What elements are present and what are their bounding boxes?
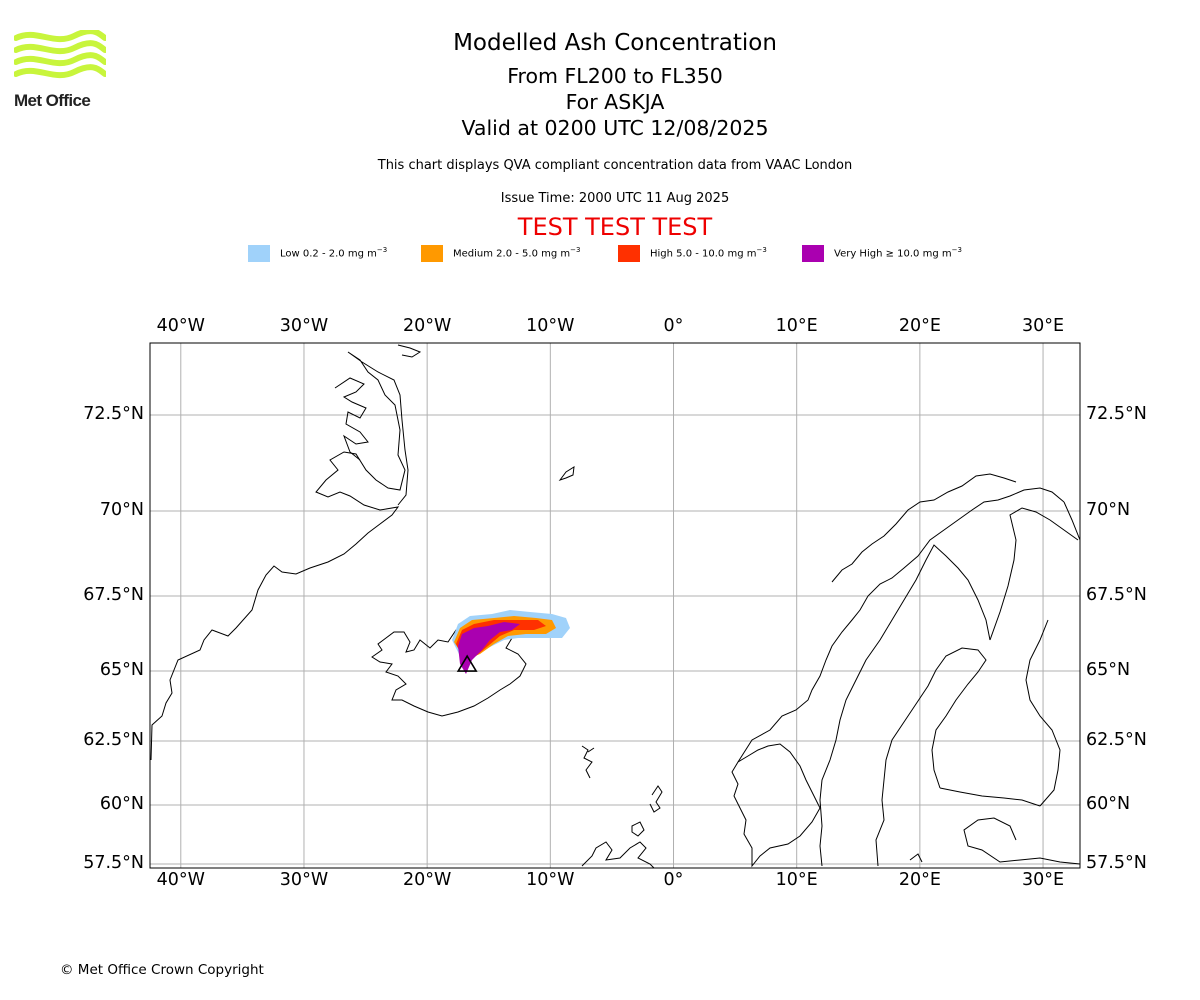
lon-tick-label-top: 30°W	[279, 316, 329, 336]
graticule	[150, 343, 1080, 868]
lon-tick-label-bottom: 20°E	[898, 870, 941, 890]
coast-norway-fjords	[831, 473, 1017, 583]
lon-tick-label-bottom: 40°W	[156, 870, 205, 890]
compliance-note: This chart displays QVA compliant concen…	[377, 158, 853, 173]
coastlines	[150, 344, 1081, 869]
lat-tick-label-right: 57.5°N	[1086, 853, 1147, 873]
coast-gulf-bothnia	[875, 647, 987, 867]
lon-tick-label-top: 30°E	[1021, 316, 1065, 336]
lat-tick-label-left: 67.5°N	[83, 585, 144, 605]
coast-orkney	[631, 821, 645, 837]
ash-map: 40°W 40°W 30°W 30°W 20°W 20°W 10°W 10°W 0° 0° 10°E…	[0, 300, 1200, 904]
coast-baltic	[963, 817, 1081, 865]
met-office-logo: Met Office	[14, 30, 106, 112]
legend-swatch-high	[618, 245, 640, 262]
ash-very-high	[458, 622, 520, 674]
lon-tick-label-bottom: 30°E	[1021, 870, 1065, 890]
met-office-waves-icon	[14, 30, 106, 79]
border-finland	[989, 507, 1079, 641]
lat-tick-label-right: 72.5°N	[1086, 404, 1147, 424]
legend-unit-exp: −3	[376, 246, 388, 254]
volcano-marker	[456, 654, 478, 672]
ash-plume	[452, 610, 570, 674]
legend-unit-exp: −3	[951, 246, 962, 254]
legend-label-high: High 5.0 - 10.0 mg m	[650, 248, 757, 260]
lon-tick-label-bottom: 10°W	[526, 870, 575, 890]
issue-time: Issue Time: 2000 UTC 11 Aug 2025	[500, 191, 730, 206]
valid-time: Valid at 0200 UTC 12/08/2025	[461, 116, 769, 140]
legend-unit-exp: −3	[756, 246, 767, 254]
coast-norway	[731, 743, 821, 868]
coast-norway-west	[737, 487, 1065, 763]
lon-tick-label-top: 20°E	[898, 316, 941, 336]
lat-tick-label-right: 65°N	[1086, 660, 1131, 680]
lon-tick-label-top: 40°W	[156, 316, 205, 336]
coast-shetland	[649, 785, 663, 813]
legend-label-low: Low 0.2 - 2.0 mg m	[280, 248, 377, 260]
lon-tick-label-bottom: 30°W	[279, 870, 329, 890]
test-banner: TEST TEST TEST	[517, 213, 713, 241]
legend-unit-exp: −3	[570, 246, 581, 254]
border-sweden-norway	[819, 544, 991, 867]
legend-swatch-very-high	[802, 245, 824, 262]
map-frame	[149, 342, 1081, 869]
lat-tick-label-right: 70°N	[1086, 500, 1131, 520]
logo-text: Met Office	[14, 91, 91, 110]
lon-tick-label-bottom: 0°	[663, 870, 684, 890]
coast-faroes	[581, 745, 595, 779]
lon-tick-label-bottom: 10°E	[775, 870, 818, 890]
legend-label-medium: Medium 2.0 - 5.0 mg m	[453, 248, 571, 260]
legend-swatch-medium	[421, 245, 443, 262]
coast-finland-south	[939, 619, 1061, 807]
volcano-name: For ASKJA	[565, 90, 665, 114]
lat-tick-label-left: 70°N	[99, 500, 144, 520]
chart-title: Modelled Ash Concentration	[453, 30, 777, 56]
coast-greenland	[150, 351, 409, 761]
flight-levels: From FL200 to FL350	[507, 64, 723, 88]
lat-tick-label-left: 65°N	[99, 660, 144, 680]
coast-greenland-north	[397, 344, 422, 358]
coast-iceland	[371, 623, 527, 717]
coast-scotland	[581, 841, 655, 869]
coast-jan-mayen	[558, 466, 575, 481]
lon-tick-label-bottom: 20°W	[402, 870, 452, 890]
coast-gotland	[909, 853, 923, 863]
lat-tick-label-left: 57.5°N	[83, 853, 144, 873]
lat-tick-label-left: 62.5°N	[83, 730, 144, 750]
lon-tick-label-top: 10°W	[526, 316, 575, 336]
map-canvas	[149, 342, 1081, 869]
lat-tick-label-right: 62.5°N	[1086, 730, 1147, 750]
volcano-triangle-icon	[456, 654, 478, 672]
lat-tick-label-left: 72.5°N	[83, 404, 144, 424]
lon-tick-label-top: 20°W	[402, 316, 452, 336]
copyright-notice: © Met Office Crown Copyright	[60, 962, 264, 978]
lon-tick-label-top: 10°E	[775, 316, 818, 336]
lat-tick-label-right: 67.5°N	[1086, 585, 1147, 605]
legend-swatch-low	[248, 245, 270, 262]
coast-russia	[1063, 501, 1081, 541]
lat-tick-label-right: 60°N	[1086, 794, 1131, 814]
coast-greenland-fjords	[334, 377, 369, 461]
lon-tick-label-top: 0°	[663, 316, 684, 336]
lat-tick-label-left: 60°N	[99, 794, 144, 814]
legend-label-very-high: Very High ≥ 10.0 mg m	[834, 248, 952, 260]
